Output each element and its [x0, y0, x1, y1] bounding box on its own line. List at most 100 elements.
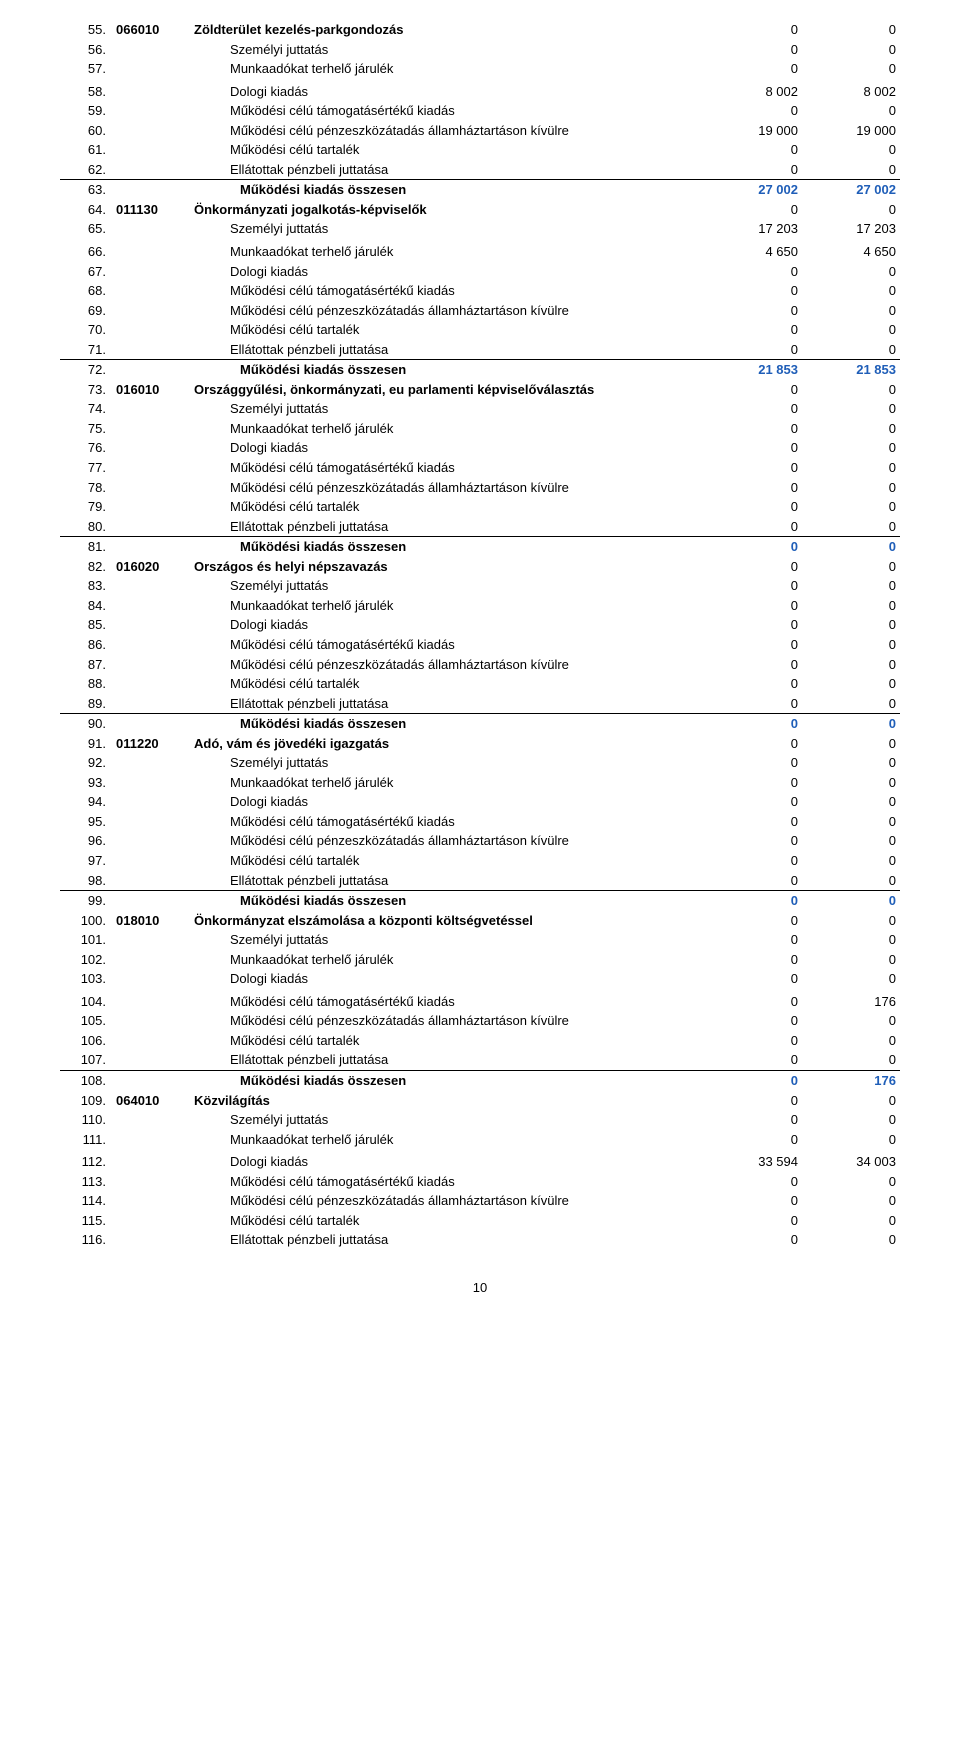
row-number: 76.	[60, 438, 110, 458]
row-value-2: 0	[802, 399, 900, 419]
row-value-2: 0	[802, 694, 900, 714]
row-code	[110, 891, 190, 911]
table-row: 110.Személyi juttatás00	[60, 1110, 900, 1130]
row-label: Működési célú támogatásértékű kiadás	[190, 812, 704, 832]
row-number: 108.	[60, 1070, 110, 1090]
row-value-2: 0	[802, 59, 900, 79]
row-label: Működési kiadás összesen	[190, 891, 704, 911]
row-value-2: 0	[802, 497, 900, 517]
row-label: Ellátottak pénzbeli juttatása	[190, 160, 704, 180]
row-value-1: 17 203	[704, 219, 802, 239]
row-code	[110, 792, 190, 812]
row-value-1: 0	[704, 438, 802, 458]
row-value-1: 0	[704, 1230, 802, 1250]
row-number: 85.	[60, 615, 110, 635]
row-label: Működési célú tartalék	[190, 674, 704, 694]
row-value-1: 0	[704, 911, 802, 931]
row-value-2: 0	[802, 930, 900, 950]
row-label: Ellátottak pénzbeli juttatása	[190, 871, 704, 891]
row-number: 92.	[60, 753, 110, 773]
table-row: 63.Működési kiadás összesen27 00227 002	[60, 180, 900, 200]
row-code	[110, 615, 190, 635]
row-value-2: 0	[802, 871, 900, 891]
table-row: 92.Személyi juttatás00	[60, 753, 900, 773]
row-number: 90.	[60, 714, 110, 734]
row-number: 109.	[60, 1091, 110, 1111]
row-label: Munkaadókat terhelő járulék	[190, 419, 704, 439]
row-value-2: 0	[802, 596, 900, 616]
table-row: 91.011220Adó, vám és jövedéki igazgatás0…	[60, 734, 900, 754]
table-row: 82.016020Országos és helyi népszavazás00	[60, 557, 900, 577]
row-value-1: 0	[704, 537, 802, 557]
row-value-1: 0	[704, 792, 802, 812]
table-row: 72.Működési kiadás összesen21 85321 853	[60, 360, 900, 380]
row-value-2: 0	[802, 655, 900, 675]
row-label: Működési célú tartalék	[190, 1031, 704, 1051]
row-value-1: 0	[704, 734, 802, 754]
row-value-2: 0	[802, 812, 900, 832]
row-code	[110, 831, 190, 851]
table-row: 88.Működési célú tartalék00	[60, 674, 900, 694]
row-code	[110, 458, 190, 478]
row-number: 56.	[60, 40, 110, 60]
table-row: 67.Dologi kiadás00	[60, 262, 900, 282]
row-value-2: 0	[802, 200, 900, 220]
row-value-1: 0	[704, 1091, 802, 1111]
row-code	[110, 674, 190, 694]
budget-table: 55.066010Zöldterület kezelés-parkgondozá…	[60, 20, 900, 1250]
table-row: 58.Dologi kiadás8 0028 002	[60, 79, 900, 102]
page-number: 10	[60, 1280, 900, 1295]
row-label: Ellátottak pénzbeli juttatása	[190, 694, 704, 714]
row-number: 78.	[60, 478, 110, 498]
row-number: 100.	[60, 911, 110, 931]
table-row: 60.Működési célú pénzeszközátadás államh…	[60, 121, 900, 141]
row-value-1: 0	[704, 1011, 802, 1031]
table-row: 95.Működési célú támogatásértékű kiadás0…	[60, 812, 900, 832]
row-value-2: 0	[802, 320, 900, 340]
row-number: 113.	[60, 1172, 110, 1192]
table-row: 62.Ellátottak pénzbeli juttatása00	[60, 160, 900, 180]
table-row: 61.Működési célú tartalék00	[60, 140, 900, 160]
row-number: 57.	[60, 59, 110, 79]
row-value-1: 0	[704, 478, 802, 498]
row-code	[110, 1050, 190, 1070]
row-value-1: 0	[704, 301, 802, 321]
table-row: 101.Személyi juttatás00	[60, 930, 900, 950]
row-value-1: 0	[704, 812, 802, 832]
row-value-2: 0	[802, 1031, 900, 1051]
row-number: 69.	[60, 301, 110, 321]
row-label: Működési célú pénzeszközátadás államházt…	[190, 301, 704, 321]
row-number: 74.	[60, 399, 110, 419]
row-label: Munkaadókat terhelő járulék	[190, 59, 704, 79]
row-value-1: 0	[704, 399, 802, 419]
row-value-1: 0	[704, 851, 802, 871]
row-value-1: 0	[704, 380, 802, 400]
row-label: Adó, vám és jövedéki igazgatás	[190, 734, 704, 754]
row-code	[110, 239, 190, 262]
row-code	[110, 1130, 190, 1150]
table-row: 70.Működési célú tartalék00	[60, 320, 900, 340]
row-label: Működési célú tartalék	[190, 851, 704, 871]
row-number: 59.	[60, 101, 110, 121]
row-number: 99.	[60, 891, 110, 911]
row-value-1: 0	[704, 674, 802, 694]
row-value-2: 0	[802, 950, 900, 970]
row-number: 115.	[60, 1211, 110, 1231]
row-label: Dologi kiadás	[190, 262, 704, 282]
table-row: 68.Működési célú támogatásértékű kiadás0…	[60, 281, 900, 301]
row-number: 61.	[60, 140, 110, 160]
row-value-2: 0	[802, 674, 900, 694]
row-label: Ellátottak pénzbeli juttatása	[190, 1230, 704, 1250]
row-value-1: 0	[704, 831, 802, 851]
row-code	[110, 596, 190, 616]
row-code	[110, 59, 190, 79]
row-code	[110, 1031, 190, 1051]
row-number: 62.	[60, 160, 110, 180]
row-value-2: 0	[802, 478, 900, 498]
document-page: 55.066010Zöldterület kezelés-parkgondozá…	[0, 0, 960, 1335]
row-code	[110, 320, 190, 340]
table-row: 104.Működési célú támogatásértékű kiadás…	[60, 989, 900, 1012]
row-label: Működési célú tartalék	[190, 497, 704, 517]
row-number: 112.	[60, 1149, 110, 1172]
row-number: 84.	[60, 596, 110, 616]
